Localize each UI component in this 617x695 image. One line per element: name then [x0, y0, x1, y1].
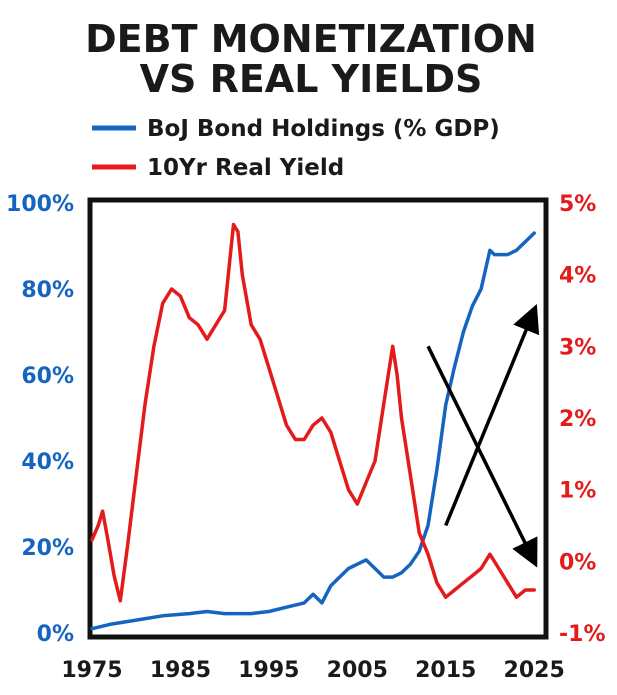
left-tick-label: 0% [37, 622, 74, 647]
left-tick-label: 40% [21, 450, 74, 475]
x-tick-label: 2005 [327, 658, 388, 683]
plot-area-frame [87, 197, 549, 640]
annotation-arrow-up [444, 304, 540, 527]
x-axis-ticks: 1975 1985 1995 2005 2015 2025 [61, 658, 564, 683]
left-axis-ticks: 0% 20% 40% 60% 80% 100% [6, 192, 74, 647]
right-tick-label: 3% [559, 335, 596, 360]
x-tick-label: 2025 [504, 658, 565, 683]
right-tick-label: 4% [559, 264, 596, 289]
annotation-arrow-down [426, 345, 538, 568]
left-tick-label: 100% [6, 192, 74, 217]
legend: BoJ Bond Holdings (% GDP) 10Yr Real Yiel… [92, 116, 500, 181]
right-tick-label: 5% [559, 192, 596, 217]
x-tick-label: 1995 [238, 658, 299, 683]
legend-label-real-yield: 10Yr Real Yield [147, 155, 344, 181]
chart-title-line-1: DEBT MONETIZATION [85, 17, 537, 61]
right-tick-label: 0% [559, 550, 596, 575]
right-tick-label: -1% [559, 622, 605, 647]
series-line-10yr-real-yield [90, 222, 536, 603]
chart-title-line-2: VS REAL YIELDS [140, 57, 483, 101]
right-tick-label: 1% [559, 479, 596, 504]
annotation-layer [426, 304, 540, 568]
right-axis-ticks: -1% 0% 1% 2% 3% 4% 5% [559, 192, 605, 647]
x-tick-label: 2015 [415, 658, 476, 683]
left-tick-label: 60% [21, 364, 74, 389]
series-layer [90, 222, 536, 631]
left-tick-label: 80% [21, 278, 74, 303]
x-tick-label: 1985 [150, 658, 211, 683]
legend-label-boj: BoJ Bond Holdings (% GDP) [147, 116, 500, 142]
series-line-boj-bond-holdings [90, 231, 536, 631]
left-tick-label: 20% [21, 536, 74, 561]
x-tick-label: 1975 [61, 658, 122, 683]
right-tick-label: 2% [559, 407, 596, 432]
